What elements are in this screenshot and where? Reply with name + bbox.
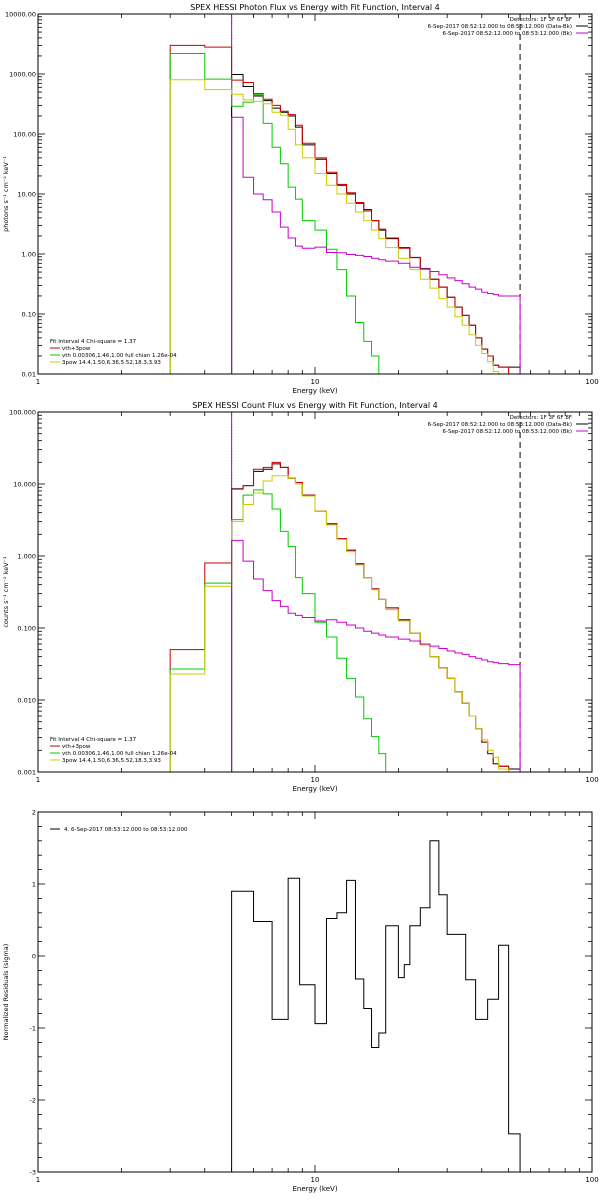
y-tick-label: 1.00 <box>22 251 36 259</box>
x-tick-label: 100 <box>585 776 598 784</box>
y-tick-label: 1.000 <box>17 553 36 561</box>
header-line: 6-Sep-2017 08:52:12.000 to 08:53:12.000 … <box>428 422 572 428</box>
y-tick-label: -3 <box>30 1169 36 1177</box>
y-tick-label: 0.100 <box>17 625 36 633</box>
series-line-0 <box>231 74 521 374</box>
legend-entry: vth 0.00306,1.46,1.00 full chian 1.26e-0… <box>62 353 177 359</box>
plot-frame <box>37 13 593 375</box>
series-line-3 <box>169 79 500 374</box>
series-line-1 <box>169 461 510 772</box>
header-line: 6-Sep-2017 08:52:12.000 to 08:53:12.000 … <box>443 31 573 37</box>
y-axis-label: Normalized Residuals (sigma) <box>2 944 10 1041</box>
plot-area <box>169 461 521 772</box>
legend-entry: 3pow 14.4,1.50,6.36,5.52,18.3,3.93 <box>62 360 161 366</box>
y-tick-label: 10.00 <box>17 191 36 199</box>
x-tick-label: 1 <box>36 378 40 386</box>
series-line-1 <box>169 44 510 374</box>
series-line-2 <box>169 52 387 374</box>
x-tick-label: 1 <box>36 1176 40 1184</box>
series-line-3 <box>169 475 510 772</box>
y-tick-label: 100.000 <box>9 409 36 417</box>
header-line: 6-Sep-2017 08:52:12.000 to 08:53:12.000 … <box>443 429 573 435</box>
y-tick-label: -2 <box>30 1097 36 1105</box>
y-tick-label: 0 <box>32 953 36 961</box>
residuals-panel: 1 10 100 -3 -2 -1 0 1 2 Energy (keV) Normalized Re… <box>2 809 599 1194</box>
legend-entry: vth+3pow <box>62 346 91 352</box>
y-tick-label: -1 <box>30 1025 36 1033</box>
header-line: Detectors: 1F 3F 6F 8F <box>510 415 572 421</box>
x-tick-label: 100 <box>585 378 598 386</box>
x-axis-label: Energy (keV) <box>292 1185 337 1193</box>
x-tick-label: 1 <box>36 776 40 784</box>
y-tick-label: 0.001 <box>17 769 36 777</box>
x-tick-label: 10 <box>311 776 320 784</box>
x-axis-label: Energy (keV) <box>292 785 337 793</box>
series-line-0 <box>231 463 521 772</box>
y-tick-label: 0.01 <box>22 371 36 379</box>
y-tick-label: 100.00 <box>13 131 36 139</box>
chart-title: SPEX HESSI Count Flux vs Energy with Fit… <box>192 401 437 410</box>
series-line-4 <box>231 539 521 772</box>
plot-area <box>231 840 521 1172</box>
x-tick-label: 10 <box>311 378 320 386</box>
series-line-4 <box>231 116 521 374</box>
header-line: Detectors: 1F 3F 6F 8F <box>510 17 572 23</box>
x-tick-label: 100 <box>585 1176 598 1184</box>
y-tick-label: 1 <box>32 881 36 889</box>
plot-frame <box>37 811 593 1173</box>
series-line-2 <box>169 489 399 772</box>
plot-area <box>169 44 521 374</box>
legend-entry: vth 0.00306,1.46,1.00 full chian 1.26e-0… <box>62 751 177 757</box>
legend-entry: 3pow 14.4,1.50,6.36,5.52,18.3,3.93 <box>62 758 161 764</box>
y-axis-label: photons s⁻¹ cm⁻² keV⁻¹ <box>2 156 10 232</box>
y-axis-label: counts s⁻¹ cm⁻² keV⁻¹ <box>2 556 10 628</box>
x-axis-label: Energy (keV) <box>292 387 337 395</box>
y-tick-label: 0.010 <box>17 697 36 705</box>
y-tick-label: 10000.00 <box>5 11 36 19</box>
series-line-0 <box>231 840 521 1172</box>
legend-entry: vth+3pow <box>62 744 91 750</box>
x-tick-label: 10 <box>311 1176 320 1184</box>
legend-entry: 4. 6-Sep-2017 08:53:12.000 to 08:53:12.0… <box>64 827 188 833</box>
count-flux-panel: SPEX HESSI Count Flux vs Energy with Fit… <box>2 401 599 793</box>
legend-entry: Fit Interval 4 Chi-square = 1.37 <box>50 737 137 743</box>
y-tick-label: 10.000 <box>13 481 36 489</box>
y-tick-label: 1000.00 <box>9 71 36 79</box>
header-line: 6-Sep-2017 08:52:12.000 to 08:53:12.000 … <box>428 24 572 30</box>
photon-flux-panel: SPEX HESSI Photon Flux vs Energy with Fi… <box>2 3 599 395</box>
chart-title: SPEX HESSI Photon Flux vs Energy with Fi… <box>190 3 440 12</box>
y-tick-label: 0.10 <box>22 311 36 319</box>
legend-entry: Fit Interval 4 Chi-square = 1.37 <box>50 339 137 345</box>
y-tick-label: 2 <box>32 809 36 817</box>
plot-frame <box>37 411 593 773</box>
